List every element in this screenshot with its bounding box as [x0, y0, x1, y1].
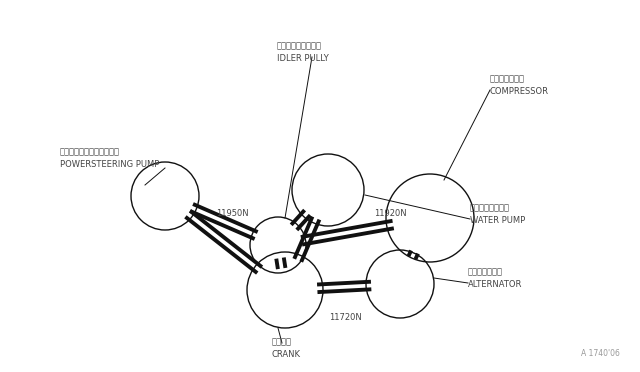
Text: ウォーターポンプ: ウォーターポンプ — [470, 203, 510, 212]
Text: アイドラープーリー: アイドラープーリー — [277, 41, 322, 50]
Text: 11720N: 11720N — [328, 314, 362, 323]
Text: IDLER PULLY: IDLER PULLY — [277, 54, 329, 63]
Text: CRANK: CRANK — [272, 350, 301, 359]
Text: クランク: クランク — [272, 337, 292, 346]
Text: オルタネーター: オルタネーター — [468, 267, 503, 276]
Text: A 1740'06: A 1740'06 — [581, 349, 620, 358]
Text: WATER PUMP: WATER PUMP — [470, 216, 525, 225]
Text: COMPRESSOR: COMPRESSOR — [490, 87, 549, 96]
Text: POWERSTEERING PUMP: POWERSTEERING PUMP — [60, 160, 159, 169]
Text: 11950N: 11950N — [216, 209, 248, 218]
Text: コンプレッサー: コンプレッサー — [490, 74, 525, 83]
Text: 11920N: 11920N — [374, 209, 406, 218]
Text: ALTERNATOR: ALTERNATOR — [468, 280, 522, 289]
Text: パワーステアリングポンプ: パワーステアリングポンプ — [60, 147, 120, 156]
